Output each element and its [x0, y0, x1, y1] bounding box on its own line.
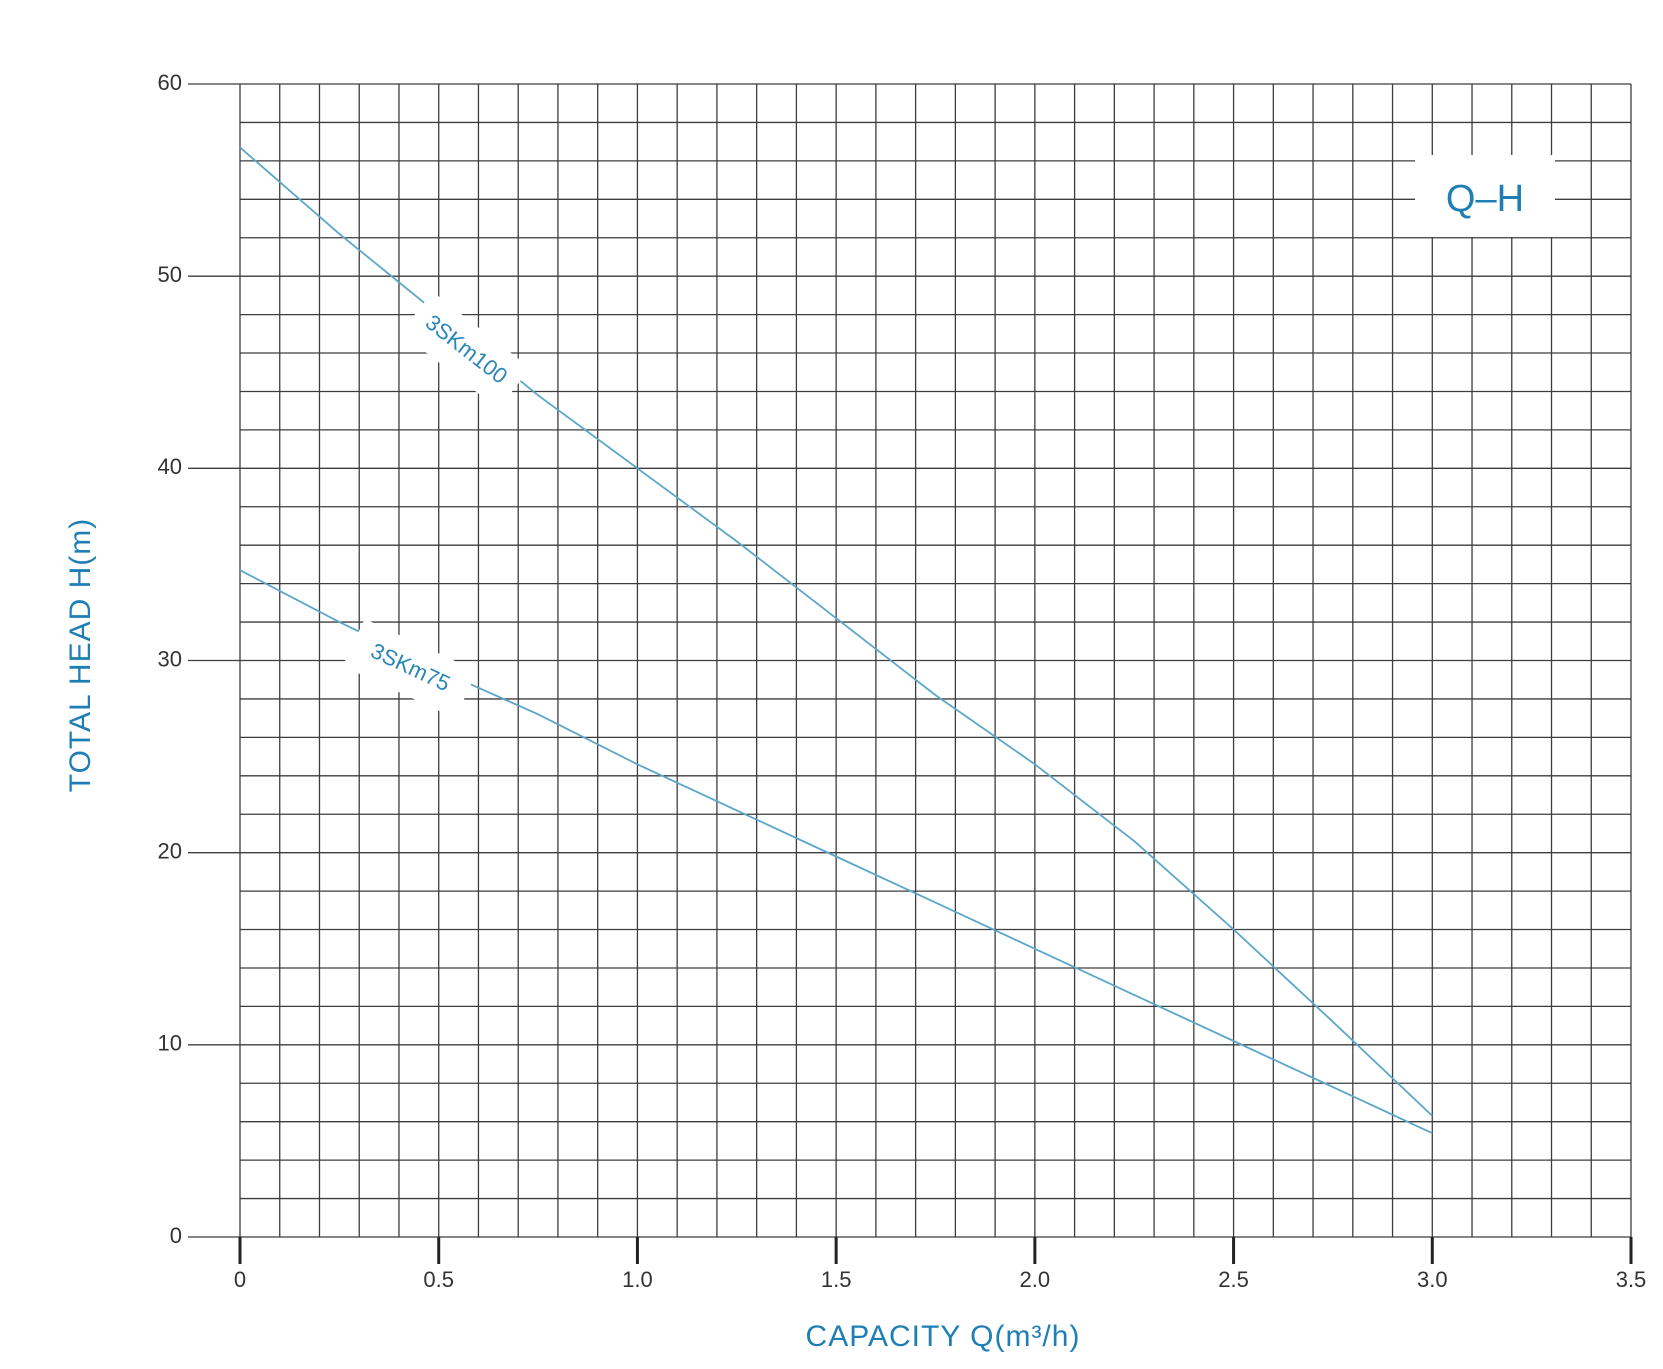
chart-badge: Q–H	[1446, 178, 1524, 220]
y-tick-label: 10	[158, 1031, 182, 1056]
x-tick-label: 1.5	[821, 1267, 852, 1292]
series-label-backing	[342, 618, 478, 719]
y-axis-title: TOTAL HEAD H(m)	[64, 518, 97, 792]
grid	[239, 83, 1632, 1238]
y-tick-label: 0	[170, 1223, 182, 1248]
x-tick-label: 2.5	[1218, 1267, 1249, 1292]
x-tick-label: 3.5	[1616, 1267, 1647, 1292]
series-label-group: 3SKm75	[342, 618, 478, 719]
y-tick-label: 40	[158, 454, 182, 479]
x-tick-label: 1.0	[622, 1267, 653, 1292]
y-tick-label: 60	[158, 70, 182, 95]
y-tick-label: 50	[158, 262, 182, 287]
x-axis-title: CAPACITY Q(m³/h)	[806, 1320, 1081, 1353]
x-tick-label: 0	[234, 1267, 246, 1292]
axes: 0 10 20 30 40 50 60 0 0.5 1.0 1.5 2.0 2.5 3.0 3.5	[158, 70, 1647, 1292]
x-tick-label: 0.5	[423, 1267, 454, 1292]
y-tick-label: 30	[158, 646, 182, 671]
x-tick-label: 2.0	[1020, 1267, 1051, 1292]
y-tick-label: 20	[158, 838, 182, 863]
x-tick-label: 3.0	[1417, 1267, 1448, 1292]
qh-badge: Q–H	[1415, 155, 1555, 237]
series-label-backing	[400, 291, 531, 410]
